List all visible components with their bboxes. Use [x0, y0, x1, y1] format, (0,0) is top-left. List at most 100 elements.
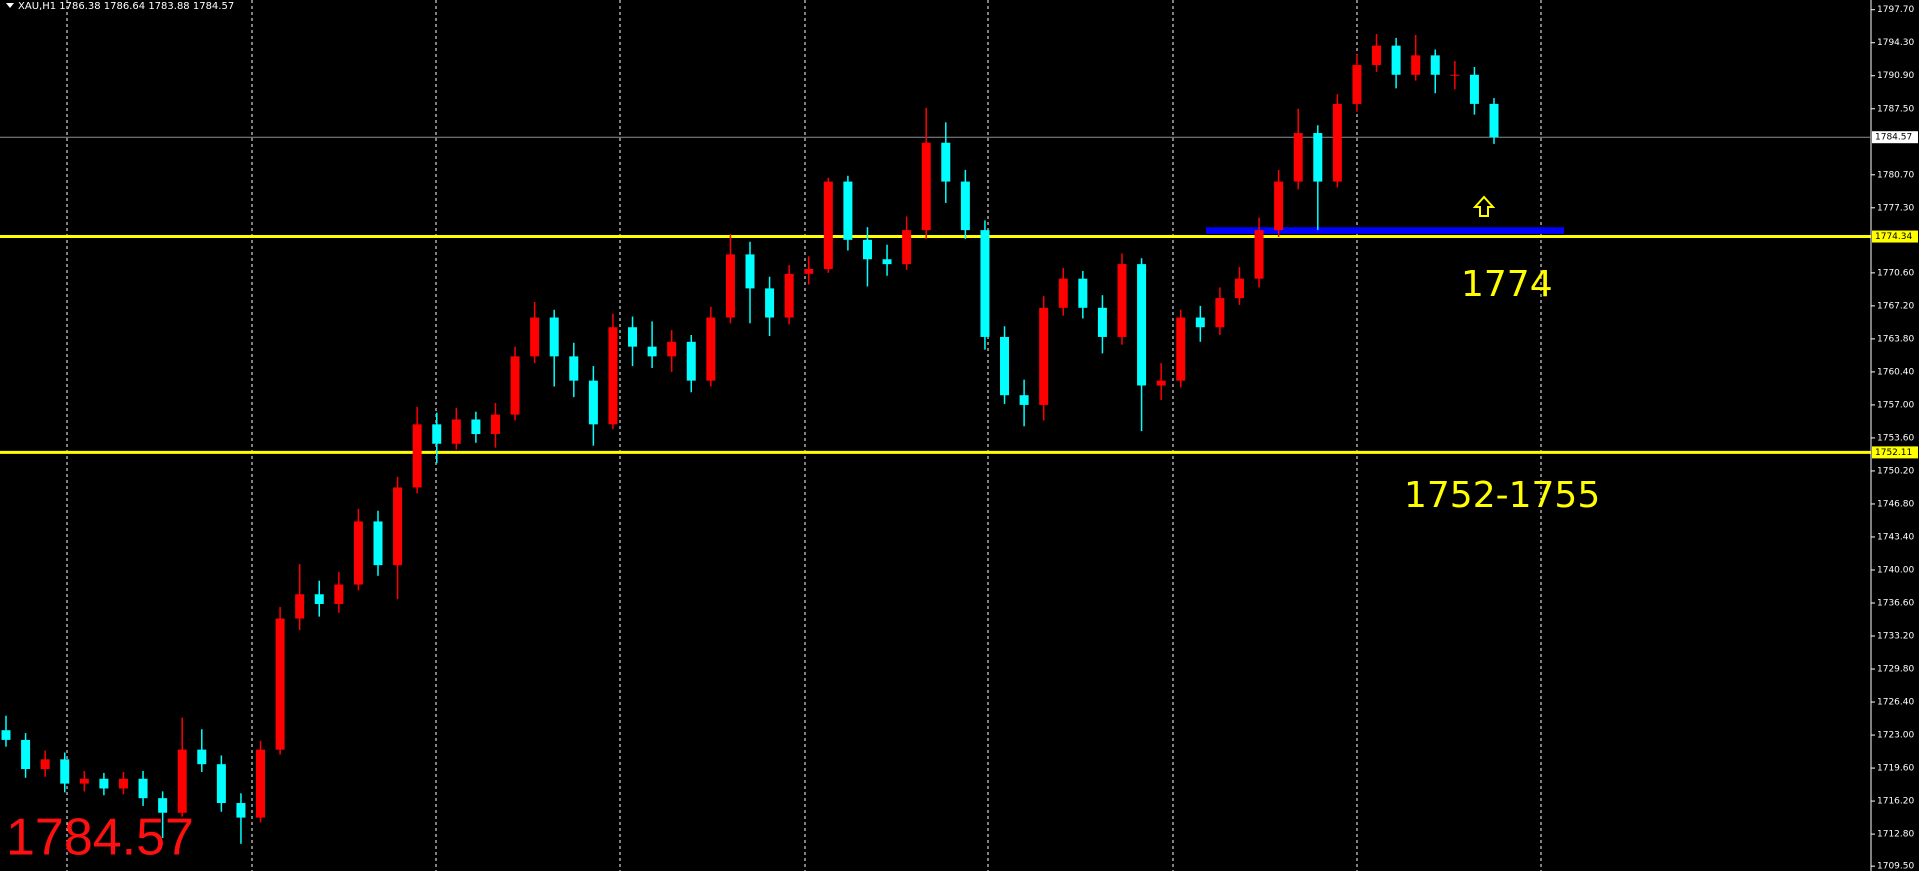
- candle-body: [60, 759, 70, 784]
- candle-body: [941, 142, 951, 182]
- candle-body: [628, 327, 638, 347]
- candle-body: [275, 618, 285, 750]
- candle-body: [1039, 307, 1049, 405]
- candle-body: [960, 181, 970, 231]
- candle-body: [667, 341, 677, 357]
- separators: [66, 0, 1542, 871]
- candle-body: [1391, 45, 1401, 75]
- candle-body: [451, 419, 461, 444]
- candle-body: [393, 487, 403, 566]
- level-label: 1752.11: [1875, 448, 1912, 458]
- y-tick-label: 1777.30: [1877, 203, 1914, 213]
- candle-body: [1097, 307, 1107, 337]
- candle-body: [353, 521, 363, 585]
- arrow-up: [1472, 195, 1496, 217]
- candle-body: [725, 254, 735, 318]
- candle-body: [980, 230, 990, 337]
- candle-body: [902, 230, 912, 265]
- candle-body: [1293, 133, 1303, 182]
- candle-body: [530, 317, 540, 357]
- candle-body: [706, 317, 716, 381]
- y-tick-label: 1712.80: [1877, 830, 1914, 840]
- candle-body: [843, 181, 853, 240]
- y-tick-label: 1716.20: [1877, 797, 1914, 807]
- candle-body: [804, 268, 814, 274]
- candle-body: [765, 288, 775, 318]
- y-tick-label: 1746.80: [1877, 499, 1914, 509]
- candle-body: [1078, 278, 1088, 308]
- header: XAU,H1 1786.38 1786.64 1783.88 1784.57: [18, 1, 234, 12]
- candle-body: [197, 749, 207, 765]
- candle-body: [1411, 55, 1421, 75]
- y-tick-label: 1736.60: [1877, 599, 1914, 609]
- candle-body: [1137, 264, 1147, 386]
- candle-body: [1313, 133, 1323, 182]
- candle-body: [490, 414, 500, 435]
- candle-body: [99, 778, 109, 789]
- current-price-readout: 1784.57: [6, 809, 194, 867]
- y-tick-label: 1780.70: [1877, 170, 1914, 180]
- y-tick-label: 1733.20: [1877, 632, 1914, 642]
- y-tick-label: 1767.20: [1877, 301, 1914, 311]
- candle-body: [138, 778, 148, 799]
- candle-body: [1234, 278, 1244, 299]
- candle-body: [1000, 336, 1010, 396]
- current-price-tag: [1872, 131, 1918, 144]
- candle-body: [608, 327, 618, 425]
- candle-body: [1019, 395, 1029, 405]
- candle-body: [21, 739, 31, 770]
- candle-body: [432, 424, 442, 444]
- candle-body: [784, 273, 794, 318]
- candle-body: [314, 594, 324, 604]
- candle-body: [647, 346, 657, 357]
- candle-body: [686, 341, 696, 381]
- candle-body: [1117, 264, 1127, 337]
- y-tick-label: 1726.40: [1877, 698, 1914, 708]
- y-tick-label: 1750.20: [1877, 466, 1914, 476]
- candle-body: [471, 419, 481, 435]
- candle-body: [1, 730, 11, 740]
- y-tick-label: 1763.80: [1877, 334, 1914, 344]
- candle-body: [1195, 317, 1205, 328]
- y-tick-label: 1760.40: [1877, 367, 1914, 377]
- annotation: 1774: [1461, 264, 1553, 305]
- y-tick-label: 1740.00: [1877, 565, 1914, 575]
- candle-body: [569, 356, 579, 381]
- candle-body: [334, 584, 344, 604]
- candle-body: [118, 778, 128, 789]
- candle-body: [295, 594, 305, 619]
- candle-body: [1254, 230, 1264, 279]
- candle-body: [1469, 74, 1479, 104]
- candle-body: [1352, 65, 1362, 104]
- candle-body: [862, 239, 872, 260]
- symbol-marker: [6, 3, 14, 8]
- level-tag: [1872, 446, 1918, 459]
- y-tick-label: 1743.40: [1877, 532, 1914, 542]
- candle-body: [588, 380, 598, 425]
- zone: [1206, 227, 1564, 235]
- candle-body: [921, 142, 931, 231]
- candle-body: [510, 356, 520, 415]
- level-label: 1774.34: [1875, 232, 1912, 242]
- current-price-label: 1784.57: [1875, 133, 1912, 143]
- candle-body: [823, 181, 833, 269]
- candle-body: [40, 759, 50, 770]
- y-tick-label: 1790.90: [1877, 71, 1914, 81]
- candle-body: [1176, 317, 1186, 381]
- candle-body: [1215, 298, 1225, 328]
- y-tick-label: 1770.60: [1877, 268, 1914, 278]
- candle-body: [549, 317, 559, 357]
- candle-body: [412, 424, 422, 488]
- candle-body: [1332, 103, 1342, 182]
- candle-body: [177, 749, 187, 813]
- candle-body: [373, 521, 383, 566]
- candle-body: [1058, 278, 1068, 308]
- annotation: 1752-1755: [1404, 475, 1600, 516]
- candle-body: [882, 259, 892, 265]
- y-tick-label: 1719.60: [1877, 764, 1914, 774]
- level-tag: [1872, 230, 1918, 243]
- candle-body: [1450, 74, 1460, 76]
- y-tick-label: 1794.30: [1877, 38, 1914, 48]
